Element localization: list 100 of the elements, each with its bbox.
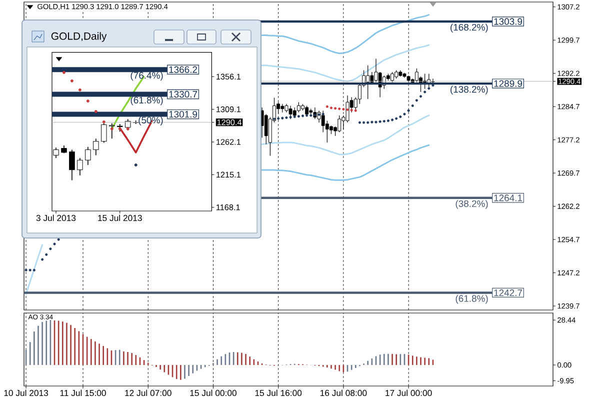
candlestick bbox=[93, 138, 99, 156]
point bbox=[62, 71, 66, 74]
point bbox=[301, 114, 304, 118]
ref-line-label: 1301.9 bbox=[169, 110, 198, 118]
y-tick-label: 1356.1 bbox=[216, 74, 240, 80]
point bbox=[110, 127, 114, 130]
y-tick-label: 1262.1 bbox=[216, 139, 240, 145]
x-tick-label: 15 Jul 16:00 bbox=[255, 390, 302, 396]
candlestick bbox=[305, 105, 309, 116]
y-tick-label: 1168.1 bbox=[216, 204, 240, 210]
point bbox=[403, 112, 406, 116]
candlestick bbox=[292, 107, 296, 118]
point bbox=[94, 110, 98, 113]
point bbox=[126, 127, 130, 130]
annotation: (138.2%) bbox=[450, 86, 488, 95]
point bbox=[419, 95, 422, 98]
point bbox=[310, 114, 312, 117]
point bbox=[285, 116, 288, 119]
point bbox=[407, 109, 410, 112]
point bbox=[70, 79, 74, 82]
ref-line-label: 1303.9 bbox=[494, 18, 522, 25]
point bbox=[374, 120, 378, 124]
ref-line-label: 1242.7 bbox=[494, 289, 522, 296]
point bbox=[342, 108, 345, 111]
point bbox=[390, 118, 394, 122]
candlestick bbox=[366, 65, 370, 100]
point bbox=[118, 127, 122, 130]
x-tick-label: 12 Jul 07:00 bbox=[125, 390, 172, 396]
candlestick bbox=[288, 105, 292, 120]
annotation: (76.4%) bbox=[130, 72, 163, 81]
annotation: (50%) bbox=[138, 116, 163, 126]
candlestick bbox=[390, 72, 394, 83]
x-tick-label: 15 Jul 00:00 bbox=[190, 390, 236, 396]
ref-line-label: 1330.7 bbox=[169, 90, 198, 98]
point bbox=[354, 109, 357, 112]
point bbox=[78, 88, 82, 92]
point bbox=[28, 268, 32, 272]
candlestick bbox=[414, 68, 418, 83]
point bbox=[362, 121, 366, 124]
point bbox=[53, 242, 56, 246]
point bbox=[24, 268, 28, 272]
candlestick bbox=[124, 118, 131, 131]
point bbox=[41, 258, 44, 261]
x-tick-label: 17 Jul 00:00 bbox=[386, 390, 432, 396]
annotation: (168.2%) bbox=[450, 24, 488, 33]
point bbox=[293, 115, 296, 118]
point bbox=[386, 119, 390, 122]
candlestick bbox=[321, 110, 325, 133]
point bbox=[350, 108, 353, 112]
point bbox=[297, 115, 300, 118]
candlestick bbox=[77, 158, 83, 176]
y-tick-label: 1215.1 bbox=[216, 172, 240, 178]
point bbox=[338, 108, 341, 110]
y-tick-label: 1290.4 bbox=[217, 119, 242, 126]
annotation: (61.8%) bbox=[456, 294, 488, 304]
point bbox=[370, 120, 374, 124]
ref-line-label: 1264.1 bbox=[494, 194, 522, 202]
annotation: (38.2%) bbox=[456, 200, 488, 209]
x-tick-label: 16 Jul 08:00 bbox=[320, 390, 367, 396]
point bbox=[45, 253, 48, 256]
candlestick bbox=[296, 102, 300, 113]
point bbox=[358, 121, 362, 124]
ref-line-label: 1366.2 bbox=[169, 66, 198, 73]
x-tick-label: 10 Jul 2013 bbox=[4, 390, 48, 396]
point bbox=[272, 118, 276, 120]
point bbox=[57, 238, 60, 241]
point bbox=[102, 120, 106, 124]
x-tick-label: 15 Jul 2013 bbox=[98, 214, 142, 222]
candlestick bbox=[264, 114, 268, 145]
point bbox=[281, 116, 284, 120]
x-tick-label: 11 Jul 15:00 bbox=[60, 390, 106, 396]
candlestick bbox=[109, 122, 115, 139]
ref-line-label: 1289.9 bbox=[494, 80, 522, 87]
point bbox=[306, 114, 308, 117]
candlestick bbox=[69, 149, 75, 181]
point bbox=[49, 248, 52, 250]
point bbox=[330, 106, 333, 110]
point bbox=[395, 117, 398, 120]
candlestick bbox=[338, 115, 342, 133]
point bbox=[32, 268, 36, 272]
point bbox=[378, 120, 382, 123]
point bbox=[334, 107, 337, 110]
chart-title: GOLD,Daily bbox=[51, 32, 107, 42]
point bbox=[326, 105, 328, 108]
point bbox=[289, 116, 292, 119]
point bbox=[346, 108, 349, 111]
point bbox=[428, 87, 430, 90]
point bbox=[277, 117, 280, 120]
point bbox=[322, 112, 324, 116]
point bbox=[424, 90, 426, 94]
point bbox=[411, 104, 414, 107]
point bbox=[318, 113, 320, 116]
point bbox=[86, 100, 90, 103]
point bbox=[382, 120, 386, 123]
x-tick-label: 3 Jul 2013 bbox=[36, 214, 76, 222]
point bbox=[415, 99, 418, 102]
point bbox=[134, 163, 138, 166]
candlestick bbox=[85, 146, 91, 166]
y-tick-label: 1309.1 bbox=[216, 106, 240, 112]
annotation: (61.8%) bbox=[130, 96, 163, 106]
